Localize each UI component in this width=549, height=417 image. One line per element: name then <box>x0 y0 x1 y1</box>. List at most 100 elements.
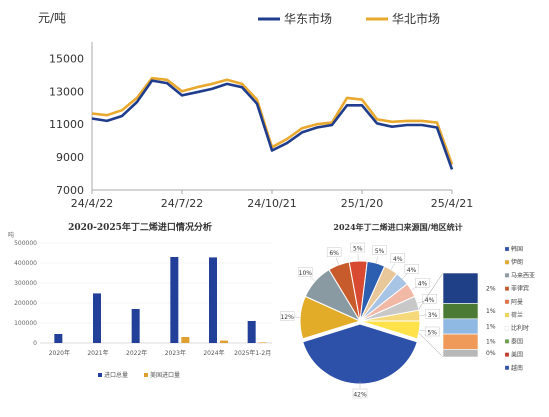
pie-legend-label: 荷兰 <box>511 311 523 319</box>
pie-label: 4% <box>425 297 435 304</box>
pie-label-box <box>404 264 419 274</box>
detail-segment <box>442 333 479 350</box>
pie-legend-swatch <box>504 273 510 278</box>
pie-label-box <box>415 278 430 288</box>
x-tick-label: 24/4/22 <box>71 197 113 210</box>
detail-segment <box>442 349 479 358</box>
detail-segment <box>442 318 479 335</box>
pie-legend-label: 韩国 <box>511 245 523 253</box>
series-line-east <box>91 79 454 170</box>
x-tick-label: 24/7/22 <box>161 197 203 210</box>
pie-label: 12% <box>280 314 294 321</box>
pie-legend-label: 比利时 <box>511 324 529 332</box>
bar-total <box>209 257 217 343</box>
bar-y-tick-label: 200000 <box>14 300 37 307</box>
pie-leader <box>390 263 395 270</box>
pie-label-box <box>425 309 440 319</box>
pie-label: 4% <box>407 267 417 274</box>
pie-legend-swatch <box>504 352 510 357</box>
bar-y-tick-label: 400000 <box>14 260 37 267</box>
pie-label: 42% <box>353 392 367 399</box>
legend-label: 华东市场 <box>284 11 332 26</box>
detail-label: 1% <box>486 323 496 330</box>
bar-y-tick-label: 500000 <box>14 240 37 247</box>
bar-x-tick-label: 2023年 <box>165 349 186 357</box>
bar-y-tick-label: 100000 <box>14 320 37 327</box>
pie-leader <box>411 286 418 291</box>
pie-label: 4% <box>418 281 428 288</box>
detail-label: 1% <box>486 308 496 315</box>
pie-legend-label: 美国 <box>511 351 523 359</box>
import-bar-chart: 2020-2025年丁二烯进口情况分析 吨 500000 400000 300000… <box>8 221 272 379</box>
bar-x-tick-label: 2021年 <box>87 349 108 357</box>
detail-label: 1% <box>486 339 496 346</box>
pie-legend-swatch <box>504 339 510 344</box>
pie-slice <box>359 320 421 340</box>
x-tick-label: 25/4/21 <box>431 197 473 210</box>
pie-leader <box>419 314 427 316</box>
pie-legend-label: 菲律宾 <box>511 285 529 293</box>
bar-legend-label: 美国进口量 <box>150 371 180 379</box>
x-tick-label: 24/10/21 <box>247 197 296 210</box>
y-unit-label: 元/吨 <box>38 11 66 25</box>
bar-y-tick-label: 300000 <box>14 280 37 287</box>
pie-legend-swatch <box>504 326 510 331</box>
bar-legend-swatch <box>144 373 148 377</box>
bar-y-tick-label: 0 <box>33 340 37 347</box>
pie-legend-swatch <box>504 286 510 291</box>
pie-label: 3% <box>428 312 438 319</box>
pie-label-box <box>390 253 405 263</box>
bar-total <box>54 334 63 343</box>
bar-chart-title: 2020-2025年丁二烯进口情况分析 <box>68 221 212 233</box>
pie-leader <box>402 273 408 279</box>
pie-label: 4% <box>393 256 403 263</box>
pie-label-box <box>372 245 387 255</box>
pie-label-box <box>298 267 313 277</box>
pie-legend-swatch <box>504 365 510 370</box>
bar-legend-label: 进口总量 <box>104 371 128 379</box>
bar-us <box>220 340 228 343</box>
bar-us <box>181 337 190 343</box>
bar-x-tick-label: 2020年 <box>49 349 70 357</box>
pie-label: 5% <box>427 329 437 336</box>
pie-label: 5% <box>353 246 363 253</box>
pie-label: 5% <box>375 248 385 255</box>
pie-leader <box>375 256 379 264</box>
bar-total <box>93 293 101 343</box>
bar-y-unit: 吨 <box>8 231 14 239</box>
pie-label-box <box>280 311 295 321</box>
pie-legend-swatch <box>504 246 510 252</box>
pie-label-box <box>326 247 342 257</box>
pie-legend-swatch <box>504 299 510 304</box>
pie-legend-label: 马来西亚 <box>511 271 535 279</box>
y-tick-label: 9000 <box>56 151 84 164</box>
y-tick-label: 11000 <box>49 118 84 131</box>
connector-line <box>418 332 444 358</box>
bar-legend-swatch <box>98 373 102 377</box>
bar-x-tick-label: 2022年 <box>126 349 147 357</box>
pie-legend-swatch <box>504 260 510 265</box>
bar-us <box>258 342 267 343</box>
bar-total <box>131 309 140 343</box>
pie-label: 10% <box>299 270 313 277</box>
pie-legend-swatch <box>504 312 510 318</box>
pie-legend-label: 越南 <box>511 364 523 372</box>
detail-segment <box>442 272 479 304</box>
bar-x-tick-label: 2024年 <box>203 349 224 357</box>
pie-label: 6% <box>329 250 339 257</box>
x-tick-label: 25/1/20 <box>341 197 383 210</box>
pie-legend-label: 泰国 <box>511 337 523 345</box>
pie-label-box <box>352 388 368 399</box>
pie-leader <box>309 276 316 282</box>
detail-segment <box>442 303 479 320</box>
y-tick-label: 7000 <box>56 184 84 197</box>
bar-total <box>170 257 179 343</box>
price-line-chart: 元/吨 15000 13000 11000 9000 7000 24/4/22 24/7/… <box>38 11 473 210</box>
pie-leader <box>417 300 425 304</box>
pie-legend-label: 阿曼 <box>511 298 523 306</box>
pie-chart-title: 2024年丁二烯进口来源国/地区统计 <box>333 222 462 232</box>
pie-legend-label: 伊朗 <box>511 258 523 266</box>
detail-label: 0% <box>486 350 496 357</box>
bar-total <box>247 321 256 343</box>
